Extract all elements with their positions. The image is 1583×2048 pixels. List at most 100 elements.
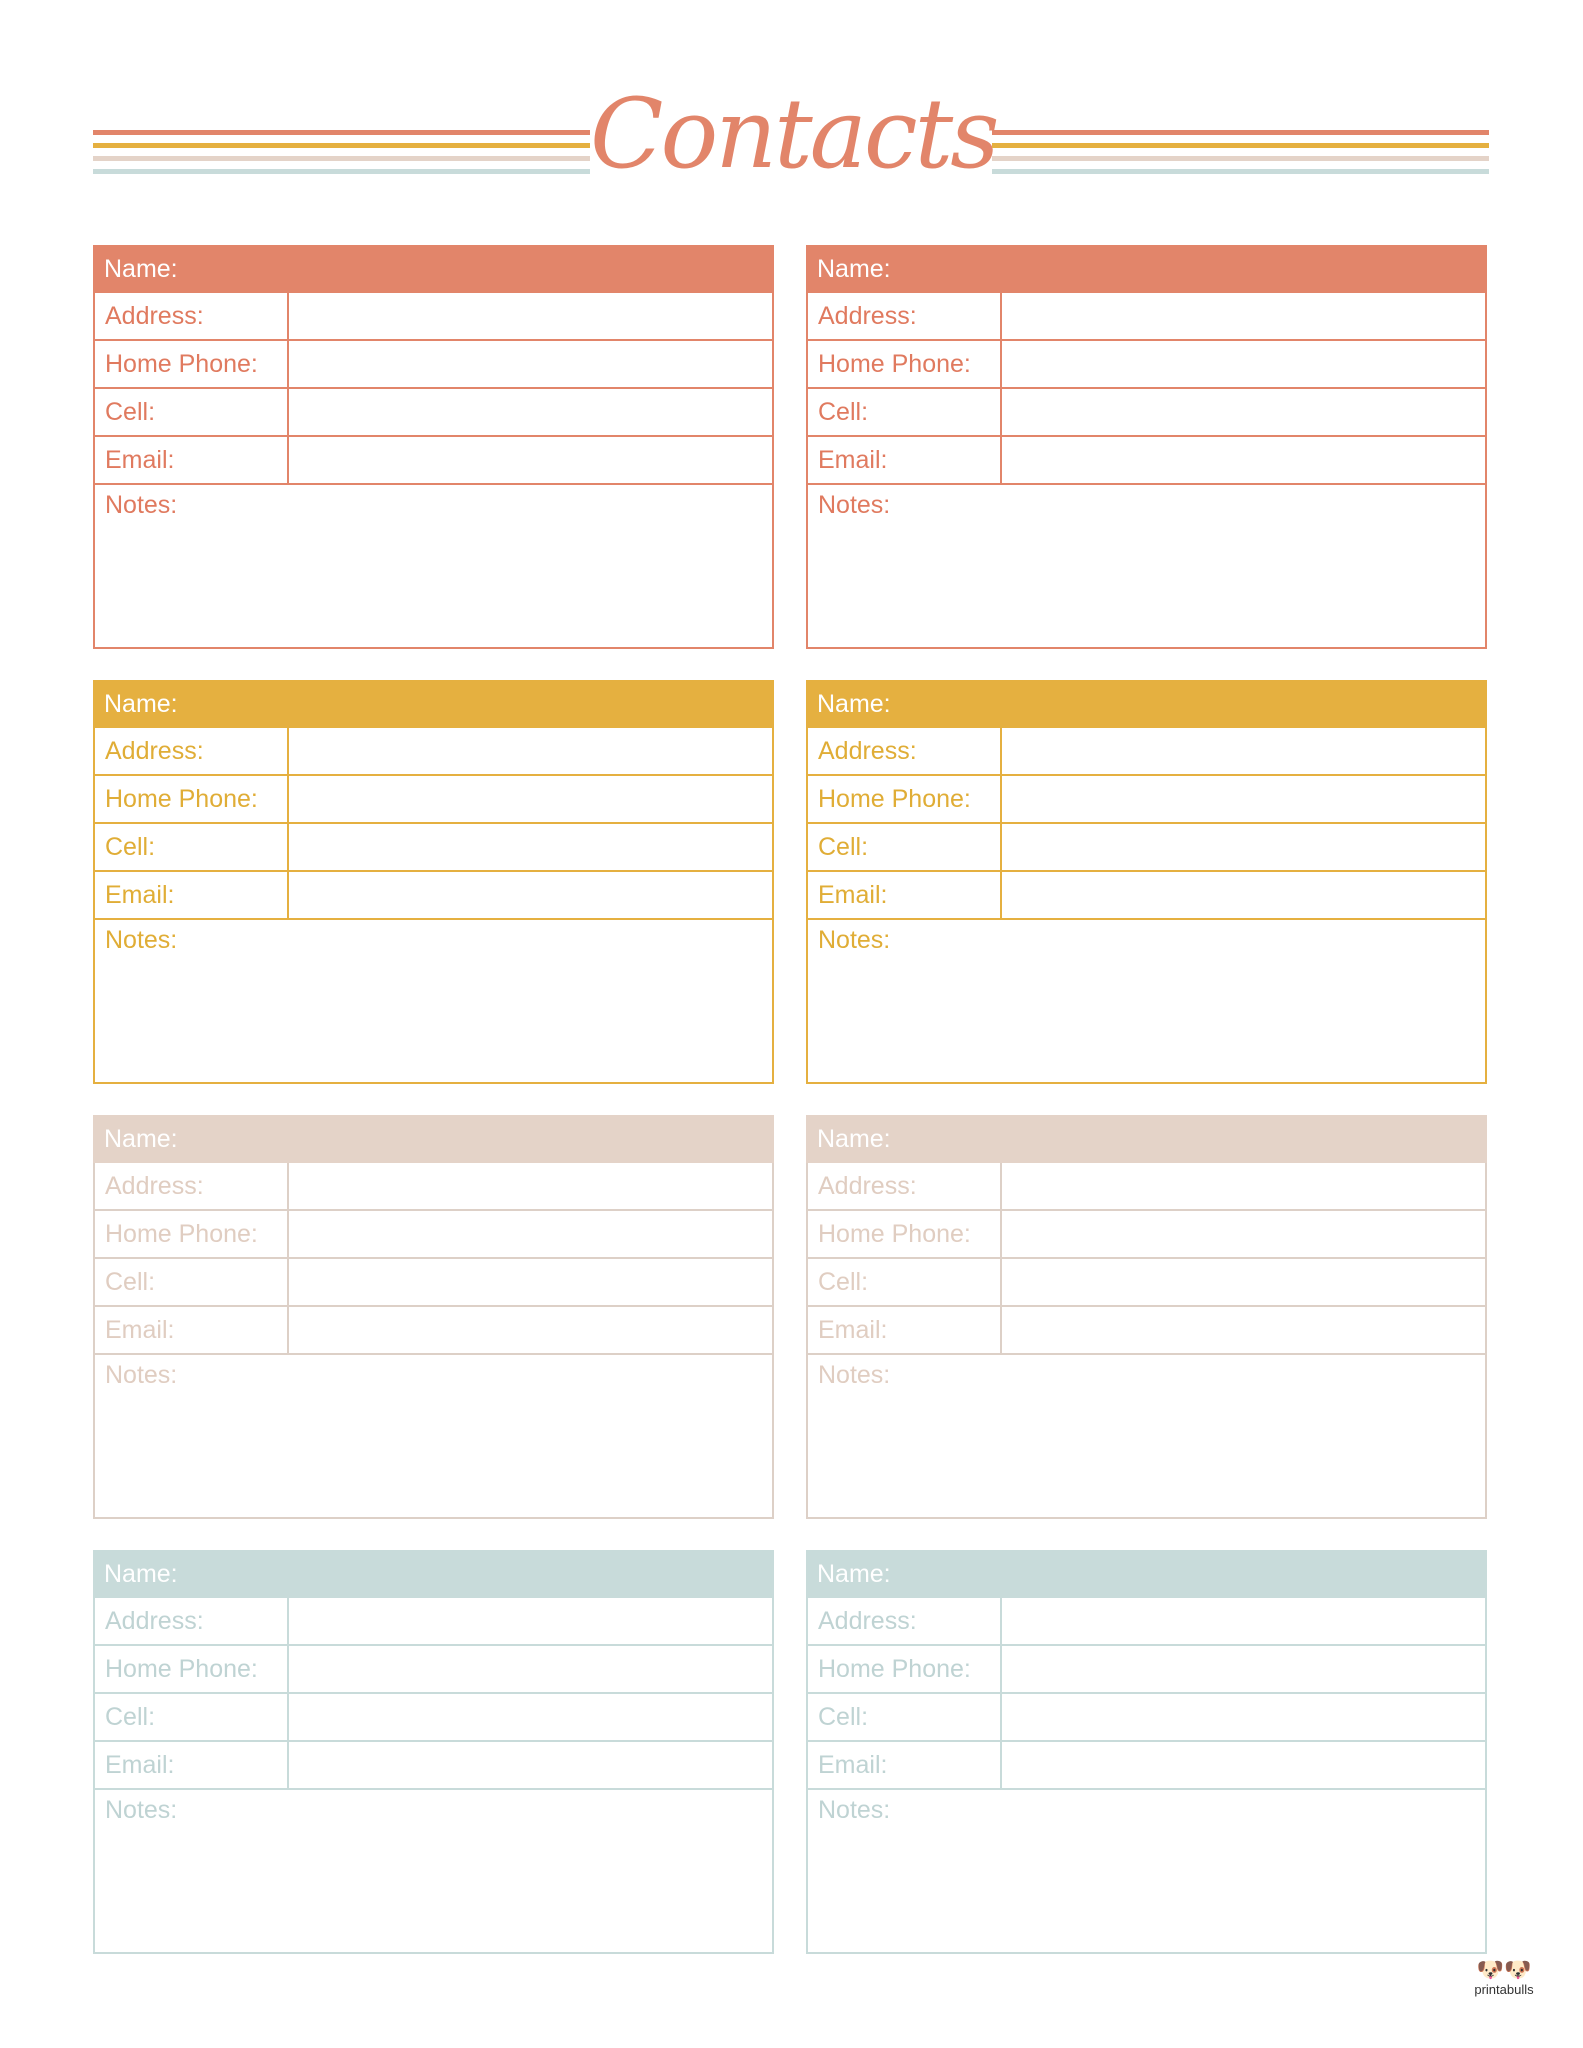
address-field[interactable] bbox=[1002, 1163, 1485, 1209]
notes-label: Notes: bbox=[818, 491, 891, 519]
notes-label: Notes: bbox=[818, 1796, 891, 1824]
cell-field[interactable] bbox=[1002, 389, 1485, 435]
cell-label: Cell: bbox=[808, 1259, 1002, 1305]
address-row: Address: bbox=[808, 1598, 1485, 1646]
address-field[interactable] bbox=[1002, 728, 1485, 774]
name-field[interactable]: Name: bbox=[806, 680, 1487, 728]
email-label: Email: bbox=[95, 1742, 289, 1788]
cell-row: Cell: bbox=[808, 824, 1485, 872]
cell-label: Cell: bbox=[808, 1694, 1002, 1740]
contact-card: Name: Address: Home Phone: Cell: Email: Notes… bbox=[93, 1115, 774, 1519]
title-lines-right bbox=[992, 130, 1489, 182]
notes-field[interactable]: Notes: bbox=[808, 485, 1485, 526]
notes-label: Notes: bbox=[105, 1361, 178, 1389]
home-phone-field[interactable] bbox=[289, 776, 772, 822]
cell-label: Cell: bbox=[95, 1259, 289, 1305]
notes-field[interactable]: Notes: bbox=[95, 1790, 772, 1831]
email-label: Email: bbox=[808, 1742, 1002, 1788]
name-field[interactable]: Name: bbox=[93, 1550, 774, 1598]
title-line bbox=[992, 130, 1489, 135]
cell-field[interactable] bbox=[1002, 1259, 1485, 1305]
cell-field[interactable] bbox=[289, 1694, 772, 1740]
home-phone-field[interactable] bbox=[1002, 341, 1485, 387]
cell-field[interactable] bbox=[1002, 1694, 1485, 1740]
address-label: Address: bbox=[808, 1598, 1002, 1644]
address-field[interactable] bbox=[289, 293, 772, 339]
email-row: Email: bbox=[808, 437, 1485, 485]
email-row: Email: bbox=[95, 1307, 772, 1355]
cell-field[interactable] bbox=[1002, 824, 1485, 870]
address-field[interactable] bbox=[289, 728, 772, 774]
name-field[interactable]: Name: bbox=[93, 245, 774, 293]
home-phone-label: Home Phone: bbox=[95, 776, 289, 822]
name-label: Name: bbox=[104, 689, 178, 718]
email-field[interactable] bbox=[1002, 872, 1485, 918]
email-label: Email: bbox=[808, 437, 1002, 483]
cell-label: Cell: bbox=[95, 389, 289, 435]
email-field[interactable] bbox=[289, 1742, 772, 1788]
contact-card: Name: Address: Home Phone: Cell: Email: Notes… bbox=[93, 680, 774, 1084]
logo-text: printabulls bbox=[1474, 1982, 1534, 1997]
bulldog-icon: 🐶🐶 bbox=[1476, 1957, 1532, 1982]
name-label: Name: bbox=[817, 254, 891, 283]
email-field[interactable] bbox=[289, 1307, 772, 1353]
title-line bbox=[992, 156, 1489, 161]
notes-label: Notes: bbox=[818, 1361, 891, 1389]
home-phone-label: Home Phone: bbox=[808, 1646, 1002, 1692]
address-field[interactable] bbox=[1002, 293, 1485, 339]
notes-field[interactable]: Notes: bbox=[95, 1355, 772, 1396]
name-field[interactable]: Name: bbox=[93, 1115, 774, 1163]
title-line bbox=[93, 169, 590, 174]
name-field[interactable]: Name: bbox=[93, 680, 774, 728]
home-phone-field[interactable] bbox=[289, 1211, 772, 1257]
notes-field[interactable]: Notes: bbox=[95, 920, 772, 961]
address-label: Address: bbox=[95, 293, 289, 339]
notes-field[interactable]: Notes: bbox=[95, 485, 772, 526]
home-phone-field[interactable] bbox=[1002, 1211, 1485, 1257]
contact-card: Name: Address: Home Phone: Cell: Email: Notes… bbox=[806, 1550, 1487, 1954]
cell-field[interactable] bbox=[289, 824, 772, 870]
email-field[interactable] bbox=[1002, 1307, 1485, 1353]
home-phone-label: Home Phone: bbox=[95, 1211, 289, 1257]
home-phone-label: Home Phone: bbox=[95, 1646, 289, 1692]
name-label: Name: bbox=[104, 1124, 178, 1153]
home-phone-row: Home Phone: bbox=[95, 1646, 772, 1694]
email-row: Email: bbox=[808, 872, 1485, 920]
name-label: Name: bbox=[817, 1559, 891, 1588]
home-phone-row: Home Phone: bbox=[808, 776, 1485, 824]
email-field[interactable] bbox=[1002, 437, 1485, 483]
name-field[interactable]: Name: bbox=[806, 1550, 1487, 1598]
address-label: Address: bbox=[95, 1163, 289, 1209]
home-phone-row: Home Phone: bbox=[808, 341, 1485, 389]
email-label: Email: bbox=[95, 437, 289, 483]
address-field[interactable] bbox=[289, 1598, 772, 1644]
home-phone-field[interactable] bbox=[1002, 1646, 1485, 1692]
home-phone-row: Home Phone: bbox=[808, 1211, 1485, 1259]
home-phone-field[interactable] bbox=[289, 341, 772, 387]
email-field[interactable] bbox=[289, 872, 772, 918]
notes-field[interactable]: Notes: bbox=[808, 920, 1485, 961]
notes-field[interactable]: Notes: bbox=[808, 1355, 1485, 1396]
cell-field[interactable] bbox=[289, 389, 772, 435]
title-line bbox=[992, 169, 1489, 174]
notes-field[interactable]: Notes: bbox=[808, 1790, 1485, 1831]
cell-row: Cell: bbox=[95, 1259, 772, 1307]
cell-field[interactable] bbox=[289, 1259, 772, 1305]
email-field[interactable] bbox=[289, 437, 772, 483]
printabulls-logo: 🐶🐶 printabulls bbox=[1466, 1957, 1542, 1998]
home-phone-field[interactable] bbox=[289, 1646, 772, 1692]
name-field[interactable]: Name: bbox=[806, 245, 1487, 293]
cell-row: Cell: bbox=[808, 389, 1485, 437]
page-title: Contacts bbox=[590, 78, 1000, 190]
email-field[interactable] bbox=[1002, 1742, 1485, 1788]
address-field[interactable] bbox=[289, 1163, 772, 1209]
address-label: Address: bbox=[95, 1598, 289, 1644]
address-field[interactable] bbox=[1002, 1598, 1485, 1644]
contact-card: Name: Address: Home Phone: Cell: Email: Notes… bbox=[806, 1115, 1487, 1519]
name-label: Name: bbox=[817, 1124, 891, 1153]
title-line bbox=[93, 143, 590, 148]
email-row: Email: bbox=[808, 1307, 1485, 1355]
name-field[interactable]: Name: bbox=[806, 1115, 1487, 1163]
home-phone-field[interactable] bbox=[1002, 776, 1485, 822]
address-row: Address: bbox=[808, 293, 1485, 341]
